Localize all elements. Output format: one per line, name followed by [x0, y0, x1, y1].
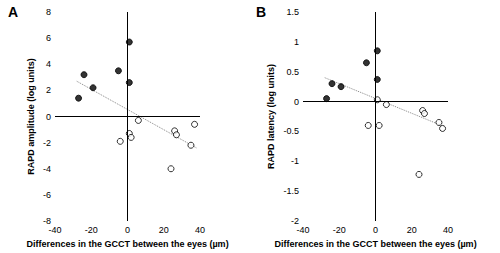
- svg-text:0: 0: [125, 225, 130, 235]
- svg-text:0: 0: [373, 225, 378, 235]
- svg-text:-1.5: -1.5: [283, 186, 299, 196]
- svg-text:6: 6: [46, 33, 51, 43]
- svg-text:-2: -2: [43, 138, 51, 148]
- svg-text:1: 1: [294, 37, 299, 47]
- svg-text:B: B: [256, 4, 266, 20]
- svg-text:-20: -20: [85, 225, 98, 235]
- svg-text:0.5: 0.5: [286, 67, 299, 77]
- svg-text:-1: -1: [291, 156, 299, 166]
- svg-text:Differences in the GCCT betwee: Differences in the GCCT between the eyes…: [274, 239, 476, 249]
- svg-text:0: 0: [294, 97, 299, 107]
- svg-text:-0.5: -0.5: [283, 126, 299, 136]
- svg-text:-40: -40: [296, 225, 309, 235]
- svg-text:20: 20: [407, 225, 417, 235]
- svg-text:RAPD latency (log units): RAPD latency (log units): [266, 64, 276, 169]
- svg-text:RAPD amplitude (log units): RAPD amplitude (log units): [26, 58, 36, 175]
- svg-text:0: 0: [46, 112, 51, 122]
- svg-text:-8: -8: [43, 216, 51, 226]
- svg-text:2: 2: [46, 85, 51, 95]
- svg-text:-4: -4: [43, 164, 51, 174]
- svg-text:-2: -2: [291, 216, 299, 226]
- svg-text:40: 40: [443, 225, 453, 235]
- svg-text:-6: -6: [43, 190, 51, 200]
- svg-text:20: 20: [159, 225, 169, 235]
- svg-text:1.5: 1.5: [286, 7, 299, 17]
- svg-text:A: A: [8, 4, 18, 20]
- svg-text:40: 40: [195, 225, 205, 235]
- svg-text:-20: -20: [333, 225, 346, 235]
- svg-text:4: 4: [46, 59, 51, 69]
- svg-text:Differences in the GCCT betwee: Differences in the GCCT between the eyes…: [26, 239, 228, 249]
- svg-text:-40: -40: [48, 225, 61, 235]
- svg-text:8: 8: [46, 7, 51, 17]
